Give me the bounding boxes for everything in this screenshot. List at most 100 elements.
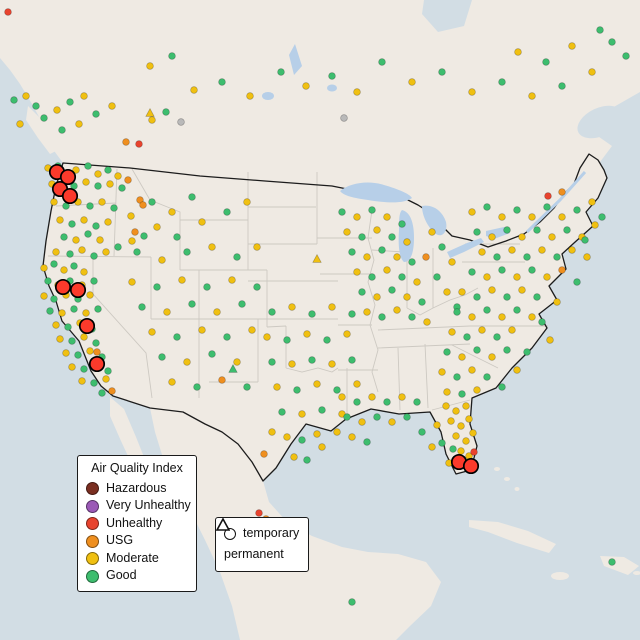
station-dot: [442, 402, 450, 410]
station-dot: [483, 273, 491, 281]
station-dot: [568, 42, 576, 50]
station-dot: [173, 333, 181, 341]
station-dot: [340, 114, 348, 122]
cuba: [469, 520, 556, 553]
station-dot: [368, 273, 376, 281]
station-dot: [82, 178, 90, 186]
station-dot: [260, 450, 268, 458]
station-dot: [92, 110, 100, 118]
legend-label: Good: [106, 568, 137, 583]
station-dot: [168, 208, 176, 216]
aqi-legend-title: Air Quality Index: [91, 461, 183, 475]
legend-item-usg: USG: [86, 532, 188, 550]
station-dot: [328, 303, 336, 311]
station-dot: [98, 389, 106, 397]
station-triangle: [145, 107, 155, 117]
station-dot: [544, 192, 552, 200]
station-dot: [443, 388, 451, 396]
station-dot: [433, 421, 441, 429]
station-dot: [503, 293, 511, 301]
station-dot-large-unhealthy: [69, 281, 87, 299]
lake-superior: [340, 182, 412, 203]
station-dot: [333, 428, 341, 436]
station-dot-large-unhealthy: [59, 168, 77, 186]
station-dot: [581, 236, 589, 244]
station-dot: [588, 68, 596, 76]
gulf-of-st-lawrence: [577, 105, 623, 139]
station-dot: [78, 246, 86, 254]
shape-legend: temporary permanent: [215, 517, 309, 572]
legend-swatch: [86, 569, 99, 583]
station-dot: [243, 198, 251, 206]
station-dot: [40, 114, 48, 122]
station-triangle: [312, 253, 322, 263]
station-dot: [50, 295, 58, 303]
station-dot: [463, 333, 471, 341]
station-dot: [513, 306, 521, 314]
station-dot: [528, 266, 536, 274]
station-dot: [158, 353, 166, 361]
legend-label: Very Unhealthy: [106, 498, 191, 513]
station-dot: [558, 188, 566, 196]
station-dot: [70, 262, 78, 270]
station-dot: [338, 393, 346, 401]
station-dot: [465, 415, 473, 423]
station-dot: [188, 193, 196, 201]
station-dot: [86, 347, 94, 355]
station-dot: [124, 176, 132, 184]
station-dot: [16, 120, 24, 128]
station-dot: [518, 233, 526, 241]
station-dot: [146, 62, 154, 70]
station-dot: [273, 383, 281, 391]
station-dot: [478, 326, 486, 334]
station-dot: [178, 276, 186, 284]
station-dot: [92, 339, 100, 347]
station-dot: [68, 363, 76, 371]
station-dot: [353, 268, 361, 276]
station-dot: [80, 92, 88, 100]
station-dot-large-unhealthy: [462, 457, 480, 475]
station-dot: [177, 118, 185, 126]
station-dot: [438, 68, 446, 76]
station-dot: [10, 96, 18, 104]
station-dot: [255, 509, 263, 517]
station-dot: [80, 333, 88, 341]
station-dot-large-unhealthy: [78, 317, 96, 335]
station-dot: [183, 248, 191, 256]
lake-erie: [447, 238, 484, 258]
station-dot: [102, 375, 110, 383]
vancouver-island: [26, 106, 58, 154]
station-dot: [573, 278, 581, 286]
station-dot: [343, 413, 351, 421]
legend-item-moderate: Moderate: [86, 550, 188, 568]
station-dot: [94, 182, 102, 190]
station-dot: [363, 253, 371, 261]
station-dot: [513, 273, 521, 281]
station-dot: [563, 226, 571, 234]
station-dot: [452, 432, 460, 440]
station-dot: [358, 418, 366, 426]
station-dot: [363, 438, 371, 446]
shape-legend-item-permanent: permanent: [216, 518, 300, 565]
station-dot: [168, 378, 176, 386]
station-dot: [208, 350, 216, 358]
station-dot: [108, 387, 116, 395]
station-dot: [268, 358, 276, 366]
station-dot: [104, 367, 112, 375]
permanent-triangle-icon: [216, 518, 230, 531]
station-dot: [423, 318, 431, 326]
station-dot: [50, 198, 58, 206]
station-dot: [473, 293, 481, 301]
legend-item-hazardous: Hazardous: [86, 480, 188, 498]
station-dot: [50, 260, 58, 268]
station-dot: [153, 223, 161, 231]
bahamas-island: [504, 477, 510, 481]
station-dot: [127, 212, 135, 220]
station-dot: [74, 351, 82, 359]
station-dot: [583, 253, 591, 261]
shape-legend-item-temporary: temporary: [224, 523, 300, 544]
station-dot: [60, 266, 68, 274]
station-dot: [373, 413, 381, 421]
station-dot: [173, 233, 181, 241]
